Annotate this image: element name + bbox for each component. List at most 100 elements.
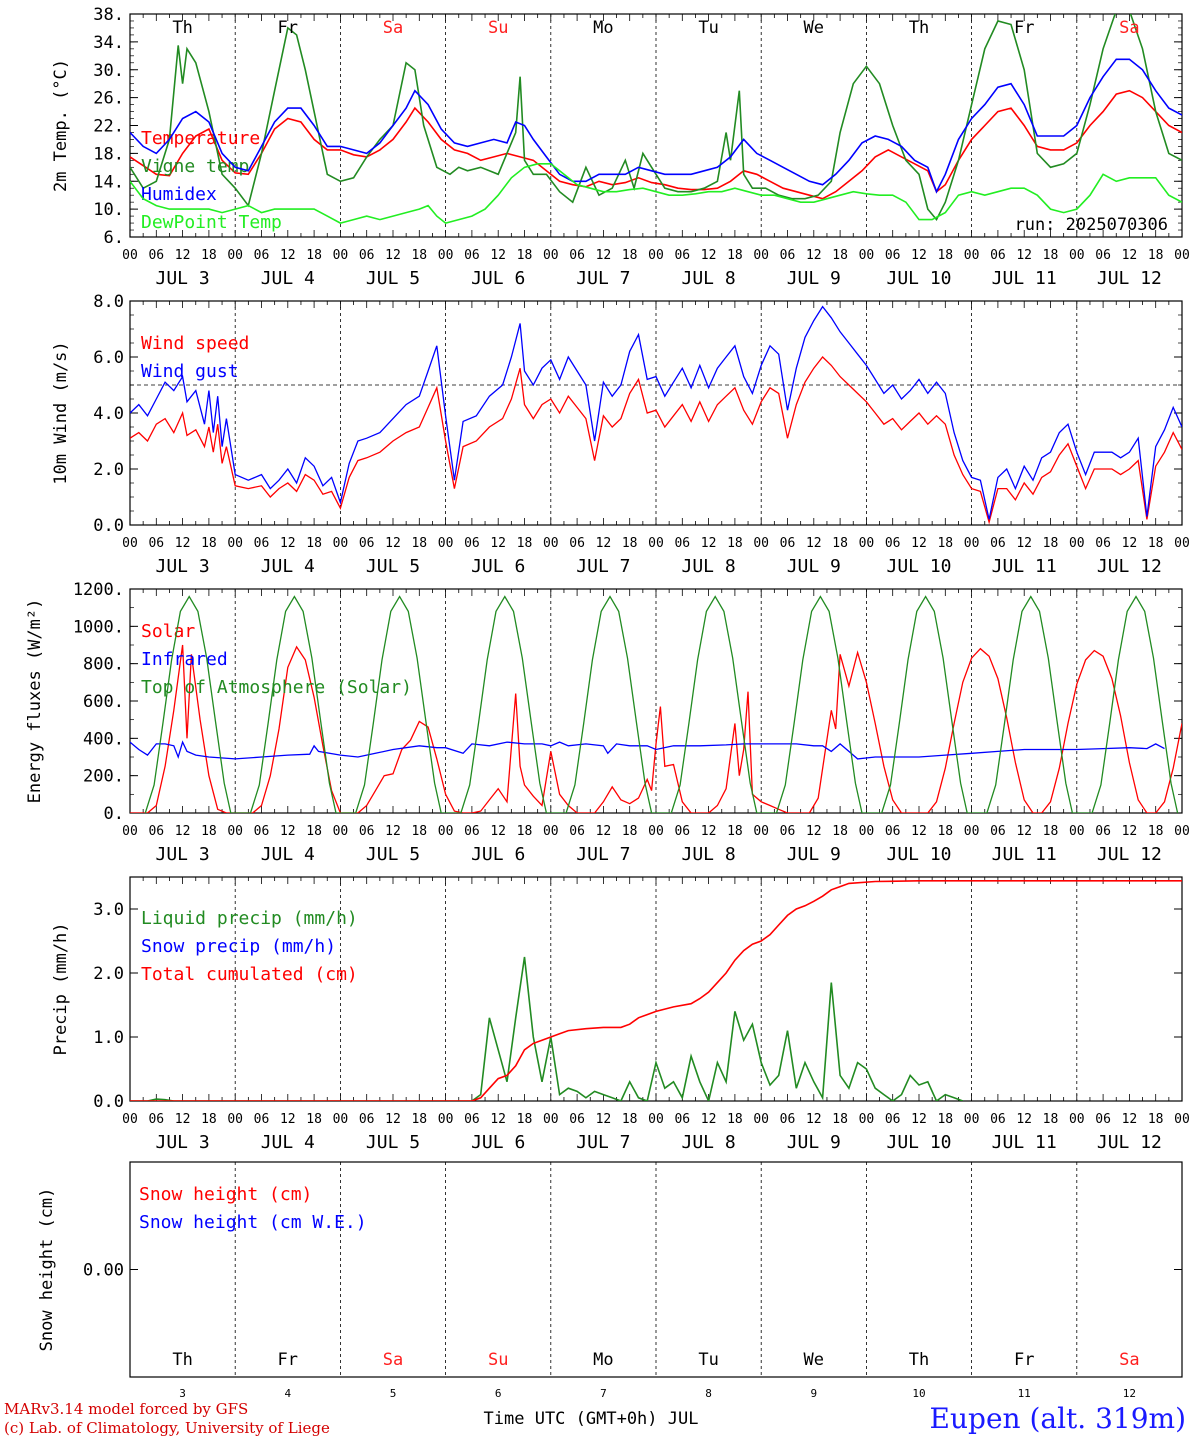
hour-tick-label: 00 [1174, 536, 1190, 551]
legend-entry: Solar [141, 621, 195, 642]
model-credit: MARv3.14 model forced by GFS [4, 1400, 249, 1418]
y-tick-label: 6. [104, 228, 124, 248]
hour-tick-label: 00 [333, 248, 349, 263]
hour-tick-label: 00 [964, 1112, 980, 1127]
chart-panel-3: 0. 200. 400. 600. 800. 1000. 1200. Energy fluxe… [25, 580, 1190, 865]
hour-tick-label: 06 [359, 536, 375, 551]
weekday-label: Sa [383, 1350, 403, 1370]
hour-tick-label: 18 [517, 1112, 533, 1127]
date-label: JUL 6 [471, 556, 525, 577]
hour-tick-label: 00 [1174, 248, 1190, 263]
hour-tick-label: 06 [148, 1112, 164, 1127]
hour-tick-label: 12 [911, 824, 927, 839]
hour-tick-label: 18 [201, 248, 217, 263]
hour-tick-label: 12 [280, 248, 296, 263]
hour-tick-label: 12 [1122, 536, 1138, 551]
hour-tick-label: 18 [411, 536, 427, 551]
day-number-label: 6 [495, 1387, 502, 1400]
date-label: JUL 8 [682, 556, 736, 577]
y-tick-label: 600. [83, 692, 124, 712]
series-line [130, 879, 1182, 1101]
hour-tick-label: 06 [254, 536, 270, 551]
hour-tick-label: 00 [964, 248, 980, 263]
hour-tick-label: 12 [490, 536, 506, 551]
weekday-label: Fr [278, 1350, 298, 1370]
hour-tick-label: 06 [148, 824, 164, 839]
date-label: JUL 5 [366, 844, 420, 865]
hour-tick-label: 12 [490, 1112, 506, 1127]
y-tick-label: 0.00 [83, 1261, 124, 1281]
y-tick-label: 200. [83, 767, 124, 787]
date-label: JUL 12 [1097, 268, 1162, 289]
hour-tick-label: 00 [438, 824, 454, 839]
legend-entry: Snow height (cm) [139, 1184, 312, 1205]
date-label: JUL 9 [787, 1132, 841, 1153]
hour-tick-label: 06 [780, 248, 796, 263]
date-label: JUL 12 [1097, 556, 1162, 577]
date-label: JUL 10 [886, 1132, 951, 1153]
hour-tick-label: 12 [1122, 1112, 1138, 1127]
station-name: Eupen (alt. 319m) [929, 1402, 1186, 1435]
y-tick-label: 22. [93, 117, 124, 137]
hour-tick-label: 06 [254, 1112, 270, 1127]
date-label: JUL 8 [682, 1132, 736, 1153]
weekday-label: Su [488, 18, 508, 38]
series-line [130, 14, 1182, 222]
hour-tick-label: 12 [385, 248, 401, 263]
weekday-label: Fr [1014, 1350, 1034, 1370]
hour-tick-label: 12 [596, 1112, 612, 1127]
hour-tick-label: 12 [1016, 248, 1032, 263]
hour-tick-label: 06 [780, 1112, 796, 1127]
weekday-label: We [804, 1350, 824, 1370]
hour-tick-label: 00 [753, 1112, 769, 1127]
y-axis-label: Energy fluxes (W/m²) [25, 599, 45, 804]
hour-tick-label: 00 [1069, 1112, 1085, 1127]
plot-frame [129, 300, 1183, 526]
y-axis-label: 10m Wind (m/s) [51, 341, 71, 484]
hour-tick-label: 06 [1095, 1112, 1111, 1127]
hour-tick-label: 12 [1016, 536, 1032, 551]
date-label: JUL 11 [992, 1132, 1057, 1153]
chart-panel-4: 0.0 1.0 2.0 3.0 Precip (mm/h) Liquid precip (… [51, 876, 1190, 1153]
hour-tick-label: 18 [1148, 1112, 1164, 1127]
hour-tick-label: 00 [648, 824, 664, 839]
series-line [130, 956, 964, 1101]
y-tick-label: 14. [93, 172, 124, 192]
weekday-label: Mo [593, 18, 613, 38]
series-line [130, 89, 1182, 200]
legend-entry: Snow height (cm W.E.) [139, 1212, 367, 1233]
hour-tick-label: 18 [1043, 1112, 1059, 1127]
hour-tick-label: 18 [937, 536, 953, 551]
day-number-label: 7 [600, 1387, 607, 1400]
hour-tick-label: 00 [438, 248, 454, 263]
legend-entry: Vigne temp [141, 156, 249, 177]
date-label: JUL 7 [576, 556, 630, 577]
hour-tick-label: 00 [1069, 536, 1085, 551]
hour-tick-label: 12 [175, 536, 191, 551]
date-label: JUL 4 [261, 268, 315, 289]
hour-tick-label: 00 [648, 1112, 664, 1127]
hour-tick-label: 06 [885, 1112, 901, 1127]
hour-tick-label: 18 [727, 248, 743, 263]
day-number-label: 8 [705, 1387, 712, 1400]
hour-tick-label: 00 [859, 536, 875, 551]
hour-tick-label: 18 [937, 1112, 953, 1127]
y-tick-label: 10. [93, 200, 124, 220]
date-label: JUL 7 [576, 268, 630, 289]
hour-tick-label: 00 [122, 536, 138, 551]
legend-entry: Temperature [141, 128, 260, 149]
date-label: JUL 11 [992, 844, 1057, 865]
hour-tick-label: 12 [280, 536, 296, 551]
y-tick-label: 1200. [73, 580, 124, 600]
hour-tick-label: 18 [832, 1112, 848, 1127]
date-label: JUL 8 [682, 844, 736, 865]
hour-tick-label: 12 [490, 824, 506, 839]
hour-tick-label: 06 [254, 824, 270, 839]
series-line [130, 58, 1182, 194]
hour-tick-label: 06 [674, 1112, 690, 1127]
hour-tick-label: 00 [1069, 248, 1085, 263]
hour-tick-label: 18 [1148, 248, 1164, 263]
chart-panel-2: 0.0 2.0 4.0 6.0 8.0 10m Wind (m/s) Wind speed W… [51, 292, 1190, 577]
hour-tick-label: 06 [674, 536, 690, 551]
